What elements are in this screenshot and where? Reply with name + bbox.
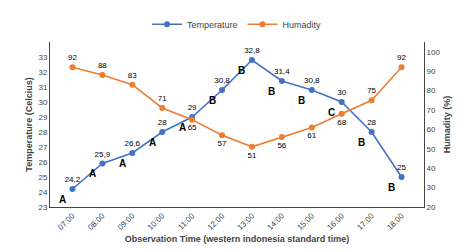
svg-text:28: 28 xyxy=(158,118,167,127)
svg-text:40: 40 xyxy=(427,164,436,173)
svg-text:26: 26 xyxy=(38,158,47,167)
svg-text:70: 70 xyxy=(427,106,436,115)
svg-text:30: 30 xyxy=(427,183,436,192)
svg-text:65: 65 xyxy=(188,123,197,132)
svg-text:17:00: 17:00 xyxy=(355,211,376,232)
svg-text:51: 51 xyxy=(248,151,257,160)
svg-text:29: 29 xyxy=(188,103,197,112)
svg-text:28: 28 xyxy=(38,128,47,137)
svg-text:10:00: 10:00 xyxy=(146,211,167,232)
svg-text:80: 80 xyxy=(427,86,436,95)
svg-text:Temperature (Celcius): Temperature (Celcius) xyxy=(24,77,34,171)
svg-text:B: B xyxy=(209,95,216,106)
svg-text:71: 71 xyxy=(158,94,167,103)
svg-text:07:00: 07:00 xyxy=(56,211,77,232)
svg-text:14:00: 14:00 xyxy=(266,211,287,232)
svg-text:30,8: 30,8 xyxy=(304,76,320,85)
svg-text:24: 24 xyxy=(38,188,47,197)
svg-text:50: 50 xyxy=(427,145,436,154)
svg-text:B: B xyxy=(268,86,275,97)
svg-text:88: 88 xyxy=(98,61,107,70)
svg-text:92: 92 xyxy=(397,53,406,62)
svg-text:61: 61 xyxy=(307,131,316,140)
svg-text:B: B xyxy=(238,65,245,76)
svg-text:26,6: 26,6 xyxy=(125,139,141,148)
svg-text:90: 90 xyxy=(427,67,436,76)
svg-text:30: 30 xyxy=(38,98,47,107)
svg-text:25: 25 xyxy=(397,163,406,172)
svg-text:Observation Time (western indo: Observation Time (western indonesia stan… xyxy=(125,234,349,244)
svg-text:100: 100 xyxy=(427,48,441,57)
svg-text:83: 83 xyxy=(128,71,137,80)
svg-text:30,8: 30,8 xyxy=(214,76,230,85)
svg-text:16:00: 16:00 xyxy=(325,211,346,232)
svg-text:25,9: 25,9 xyxy=(95,150,111,159)
svg-text:08:00: 08:00 xyxy=(86,211,107,232)
svg-text:32,8: 32,8 xyxy=(244,46,260,55)
svg-text:C: C xyxy=(328,107,335,118)
svg-text:B: B xyxy=(298,95,305,106)
svg-text:31,4: 31,4 xyxy=(274,67,290,76)
svg-text:20: 20 xyxy=(427,203,436,212)
svg-text:Humadity: Humadity xyxy=(283,20,322,30)
svg-text:25: 25 xyxy=(38,173,47,182)
svg-text:13:00: 13:00 xyxy=(236,211,257,232)
svg-text:09:00: 09:00 xyxy=(116,211,137,232)
svg-text:A: A xyxy=(119,158,126,169)
svg-text:15:00: 15:00 xyxy=(296,211,317,232)
svg-text:60: 60 xyxy=(427,125,436,134)
svg-text:23: 23 xyxy=(38,203,47,212)
svg-text:32: 32 xyxy=(38,68,47,77)
svg-text:18:00: 18:00 xyxy=(385,211,406,232)
svg-text:30: 30 xyxy=(337,88,346,97)
svg-text:12:00: 12:00 xyxy=(206,211,227,232)
svg-text:29: 29 xyxy=(38,113,47,122)
svg-text:B: B xyxy=(358,137,365,148)
svg-text:A: A xyxy=(59,194,66,205)
svg-text:24,2: 24,2 xyxy=(65,175,81,184)
svg-text:A: A xyxy=(149,137,156,148)
svg-text:57: 57 xyxy=(218,139,227,148)
svg-text:75: 75 xyxy=(367,86,376,95)
svg-text:Temperature: Temperature xyxy=(187,20,238,30)
svg-text:33: 33 xyxy=(38,53,47,62)
svg-text:11:00: 11:00 xyxy=(176,211,196,231)
svg-text:68: 68 xyxy=(337,118,346,127)
svg-text:92: 92 xyxy=(68,53,77,62)
svg-text:B: B xyxy=(388,182,395,193)
svg-text:28: 28 xyxy=(367,118,376,127)
svg-text:Humadity (%): Humadity (%) xyxy=(442,96,452,154)
svg-text:56: 56 xyxy=(277,141,286,150)
svg-text:31: 31 xyxy=(38,83,47,92)
svg-text:A: A xyxy=(89,168,96,179)
svg-text:27: 27 xyxy=(38,143,47,152)
svg-text:A: A xyxy=(179,122,186,133)
